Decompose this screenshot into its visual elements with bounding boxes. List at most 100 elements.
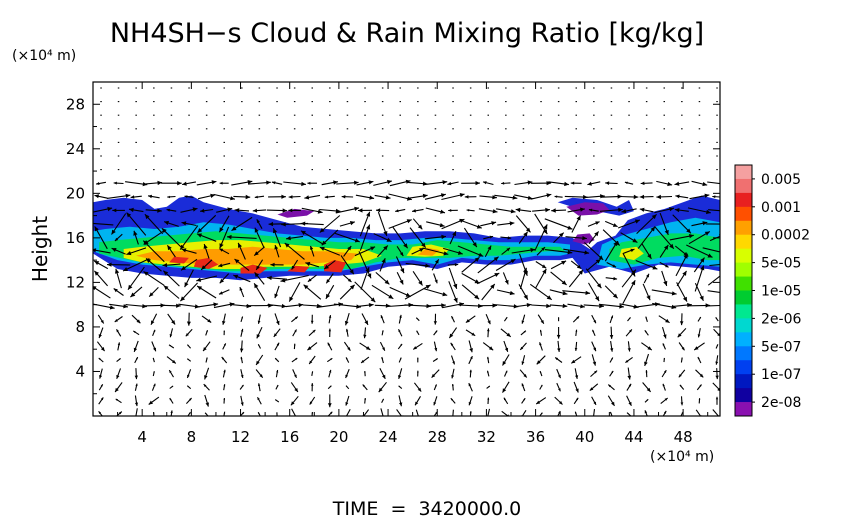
wind-vector [291, 316, 299, 323]
wind-vector-head [176, 303, 181, 308]
wind-vector [468, 355, 473, 365]
wind-vector [586, 258, 602, 272]
wind-vector [448, 281, 458, 303]
wind-vector [501, 181, 511, 185]
wind-vector-head [611, 370, 614, 374]
wind-vector-head [520, 346, 524, 350]
wind-vector-head [143, 240, 148, 246]
wind-vector-head [367, 273, 372, 279]
wind-vector-head [219, 278, 224, 284]
wind-vector-head [116, 375, 120, 379]
wind-vector [240, 356, 243, 364]
wind-vector [548, 181, 569, 187]
wind-vector-head [595, 221, 600, 225]
wind-vector-head [327, 342, 331, 346]
wind-vector-head [218, 263, 223, 268]
wind-vector [591, 354, 597, 366]
wind-vector [130, 286, 143, 298]
wind-vector [688, 303, 711, 308]
wind-vector [556, 327, 561, 339]
wind-vector [570, 181, 582, 185]
wind-vector-head [413, 346, 417, 350]
wind-vector-head [172, 359, 176, 364]
wind-vector-head [576, 215, 581, 221]
wind-vector [676, 270, 687, 287]
wind-vector-head [211, 180, 217, 185]
wind-vector [222, 313, 226, 325]
wind-vector-head [368, 180, 374, 185]
wind-vector [395, 256, 405, 274]
wind-vector [553, 232, 565, 243]
wind-vector-head [133, 230, 138, 236]
wind-vector-head [435, 384, 437, 387]
wind-vector [558, 317, 560, 322]
wind-vector-head [600, 194, 605, 199]
wind-vector-head [507, 236, 512, 240]
wind-vector-head [506, 247, 510, 252]
wind-vector [405, 262, 430, 268]
wind-vector [161, 181, 182, 186]
wind-vector [257, 314, 261, 324]
wind-vector [676, 282, 688, 302]
wind-vector-head [558, 317, 560, 319]
wind-vector-head [521, 361, 525, 365]
wind-vector [374, 303, 391, 308]
wind-vector-head [700, 257, 705, 263]
wind-vector-head [540, 384, 543, 387]
wind-vector-head [116, 329, 119, 333]
wind-vector [521, 397, 526, 404]
wind-vector-head [107, 262, 112, 267]
wind-vector [113, 181, 124, 185]
wind-vector [327, 342, 333, 351]
wind-vector [114, 382, 123, 393]
wind-vector-head [192, 207, 198, 212]
wind-vector [585, 268, 602, 289]
wind-vector [424, 193, 446, 200]
wind-vector-head [134, 402, 139, 407]
wind-vector-head [117, 342, 121, 346]
wind-vector-head [527, 180, 533, 185]
wind-vector [708, 209, 720, 212]
wind-vector-head [295, 316, 298, 320]
wind-vector-head [130, 195, 135, 199]
wind-vector [143, 271, 165, 286]
wind-vector [544, 249, 573, 255]
wind-vector-head [512, 195, 518, 200]
wind-vector [639, 207, 654, 213]
wind-vector [691, 221, 708, 227]
wind-vector [443, 247, 463, 255]
wind-vector [450, 342, 456, 351]
wind-vector-head [474, 279, 480, 284]
wind-vector [514, 180, 533, 186]
wind-vector-head [125, 193, 131, 198]
wind-vector-head [341, 195, 346, 199]
wind-vector [169, 328, 174, 338]
colorbar-swatch [735, 234, 752, 250]
wind-vector-head [115, 387, 119, 392]
wind-vector [254, 195, 265, 199]
wind-vector-head [395, 209, 399, 213]
wind-vector-head [490, 284, 495, 289]
wind-vector-head [177, 181, 182, 186]
wind-vector-head [358, 208, 363, 213]
wind-vector [486, 328, 490, 338]
wind-vector [609, 411, 613, 416]
wind-vector-head [630, 248, 635, 253]
wind-vector [411, 247, 425, 255]
wind-vector-head [252, 208, 258, 213]
wind-vector [416, 330, 420, 336]
wind-vector [535, 397, 547, 405]
wind-vector [308, 355, 316, 365]
wind-vector-head [206, 357, 208, 360]
wind-vector [376, 245, 389, 258]
wind-vector-head [349, 221, 355, 226]
wind-vector [93, 270, 109, 287]
wind-vector-head [587, 181, 592, 186]
wind-vector-head [647, 253, 652, 259]
wind-vector-head [674, 208, 680, 213]
wind-vector [678, 342, 685, 351]
wind-vector-shaft [93, 222, 114, 226]
wind-vector [284, 242, 305, 260]
wind-vector-head [364, 320, 368, 325]
wind-vector [374, 194, 391, 200]
